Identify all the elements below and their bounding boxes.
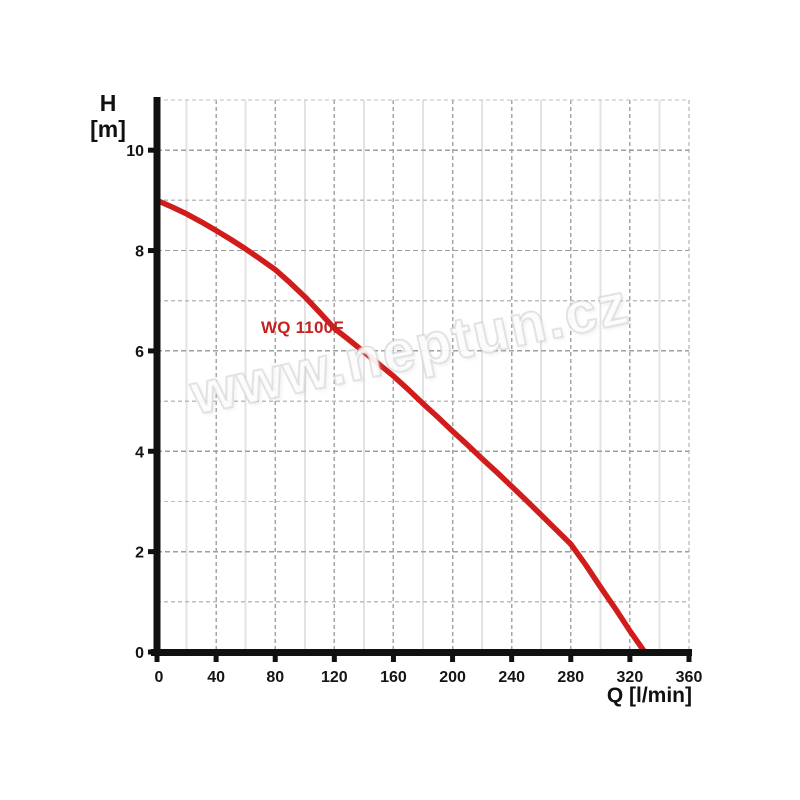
y-tick-mark [148, 147, 154, 153]
x-tick-label: 80 [266, 669, 284, 686]
x-axis-line [151, 649, 692, 656]
x-tick-mark [627, 656, 633, 662]
x-tick-mark [686, 656, 692, 662]
y-tick-label: 8 [135, 244, 144, 261]
y-tick-mark [148, 348, 154, 354]
x-tick-label: 200 [439, 669, 466, 686]
x-tick-mark [568, 656, 574, 662]
x-axis-title: Q [l/min] [606, 684, 692, 707]
x-tick-mark [154, 656, 160, 662]
y-axis-title-symbol: H [99, 90, 117, 116]
series-label: WQ 1100F [261, 318, 344, 337]
y-tick-mark [148, 649, 154, 655]
x-tick-label: 120 [321, 669, 348, 686]
x-tick-label: 40 [207, 669, 225, 686]
pump-curve [154, 197, 648, 655]
y-tick-mark [148, 248, 154, 254]
y-tick-mark [148, 448, 154, 454]
x-tick-label: 360 [676, 669, 703, 686]
y-axis-line [153, 97, 161, 656]
x-tick-label: 0 [155, 669, 164, 686]
y-axis-title-unit: [m] [90, 116, 126, 142]
x-tick-mark [450, 656, 456, 662]
x-tick-mark [509, 656, 515, 662]
y-tick-label: 0 [135, 645, 144, 662]
y-tick-label: 6 [135, 344, 144, 361]
y-tick-label: 4 [135, 444, 144, 461]
y-tick-label: 10 [126, 143, 144, 160]
x-tick-mark [272, 656, 278, 662]
x-tick-mark [213, 656, 219, 662]
x-tick-mark [331, 656, 337, 662]
x-tick-label: 240 [498, 669, 525, 686]
x-tick-label: 160 [380, 669, 407, 686]
x-tick-label: 280 [557, 669, 584, 686]
x-tick-label: 320 [617, 669, 644, 686]
x-tick-mark [390, 656, 396, 662]
y-axis-title: H [m] [80, 90, 136, 142]
y-tick-mark [148, 549, 154, 555]
y-tick-label: 2 [135, 545, 144, 562]
